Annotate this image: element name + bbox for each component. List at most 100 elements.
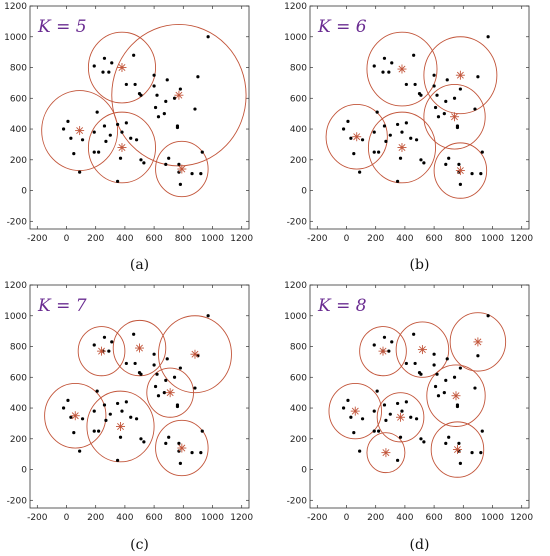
data-point <box>80 138 85 142</box>
centroid-marker <box>473 337 483 347</box>
data-point <box>132 53 136 57</box>
data-point <box>137 371 142 375</box>
x-tick-label: -200 <box>27 513 48 523</box>
centroid-stroke <box>175 91 183 99</box>
data-point <box>398 156 403 160</box>
data-point <box>124 400 128 404</box>
data-point <box>372 343 376 347</box>
data-point <box>120 409 124 413</box>
data-point <box>390 61 394 65</box>
centroid-stroke <box>136 344 143 352</box>
data-point <box>165 357 169 361</box>
centroid-stroke <box>178 165 186 173</box>
data-point <box>172 96 177 100</box>
data-point <box>152 84 156 88</box>
data-point <box>457 441 461 446</box>
data-point <box>413 82 417 87</box>
data-point <box>200 150 204 154</box>
centroid-stroke <box>118 144 126 151</box>
x-tick-label: 200 <box>367 513 384 523</box>
y-tick-label: 1000 <box>284 33 307 43</box>
data-point <box>69 136 73 140</box>
data-point <box>167 156 171 160</box>
x-tick-label: 800 <box>175 234 192 244</box>
data-point <box>444 162 448 167</box>
x-tick-label: 200 <box>87 234 104 244</box>
data-point <box>360 138 365 142</box>
centroid-stroke <box>453 446 461 454</box>
data-point <box>178 182 182 186</box>
data-point <box>118 156 123 160</box>
cluster-circle <box>449 312 507 372</box>
centroid-marker <box>97 346 107 356</box>
data-point <box>69 415 73 419</box>
plot-area <box>41 24 247 198</box>
data-point <box>97 150 101 154</box>
data-point <box>480 150 484 154</box>
axes-box <box>309 5 530 230</box>
y-tick-label: 800 <box>290 343 307 353</box>
data-point <box>384 139 388 143</box>
data-point <box>400 409 404 413</box>
data-point <box>164 99 168 103</box>
data-point <box>360 417 365 421</box>
cluster-circle <box>430 421 485 478</box>
centroid-stroke <box>456 167 464 175</box>
centroid-marker <box>452 445 462 455</box>
data-point <box>458 182 462 186</box>
data-point <box>164 441 168 446</box>
data-point <box>134 138 139 142</box>
data-point <box>346 398 350 402</box>
data-point <box>458 87 462 91</box>
y-tick-label: 1000 <box>4 312 27 322</box>
k-label: K = 7 <box>37 296 87 316</box>
data-point <box>116 179 120 183</box>
data-point <box>61 127 66 131</box>
cluster-circle <box>155 140 209 198</box>
data-point <box>404 400 408 404</box>
centroid-marker <box>75 126 85 136</box>
data-point <box>129 136 133 140</box>
data-point <box>444 378 448 382</box>
data-point <box>134 417 139 421</box>
plot-area <box>44 314 232 477</box>
data-point <box>436 115 441 119</box>
k-label: K = 6 <box>317 17 367 37</box>
data-point <box>102 403 107 407</box>
data-point <box>445 78 449 82</box>
data-point <box>172 375 177 379</box>
y-tick-label: 200 <box>290 435 307 445</box>
axes-box <box>29 5 250 230</box>
data-point <box>124 82 128 87</box>
cluster-circle <box>423 36 498 115</box>
data-point <box>116 401 120 406</box>
data-point <box>455 403 460 407</box>
data-point <box>341 127 346 131</box>
data-point <box>388 133 392 137</box>
data-point <box>137 92 142 96</box>
x-tick-label: 0 <box>64 234 70 244</box>
centroid-marker <box>190 349 200 359</box>
data-point <box>139 437 143 441</box>
centroid-marker <box>450 112 460 122</box>
subplot-c: -200 0 200 400 600 800 1000 1200 -200 0 200 400 600 8… <box>4 281 253 553</box>
centroid-stroke <box>178 444 186 452</box>
subplot-caption: (c) <box>130 537 149 553</box>
y-tick-label: 800 <box>10 343 27 353</box>
data-point <box>92 409 96 413</box>
cluster-circle <box>376 392 425 443</box>
y-tick-label: 0 <box>301 466 307 476</box>
x-tick-label: 1200 <box>230 513 253 523</box>
data-point <box>72 152 76 156</box>
data-point <box>432 363 436 367</box>
data-point <box>110 340 114 344</box>
centroid-stroke <box>118 64 126 71</box>
data-point <box>422 161 426 165</box>
centroid-stroke <box>474 338 482 346</box>
axes-box <box>309 284 530 509</box>
data-point <box>455 124 460 128</box>
data-point <box>102 124 107 128</box>
data-point <box>156 394 161 398</box>
data-point <box>433 384 438 389</box>
cluster-circle <box>325 103 388 170</box>
